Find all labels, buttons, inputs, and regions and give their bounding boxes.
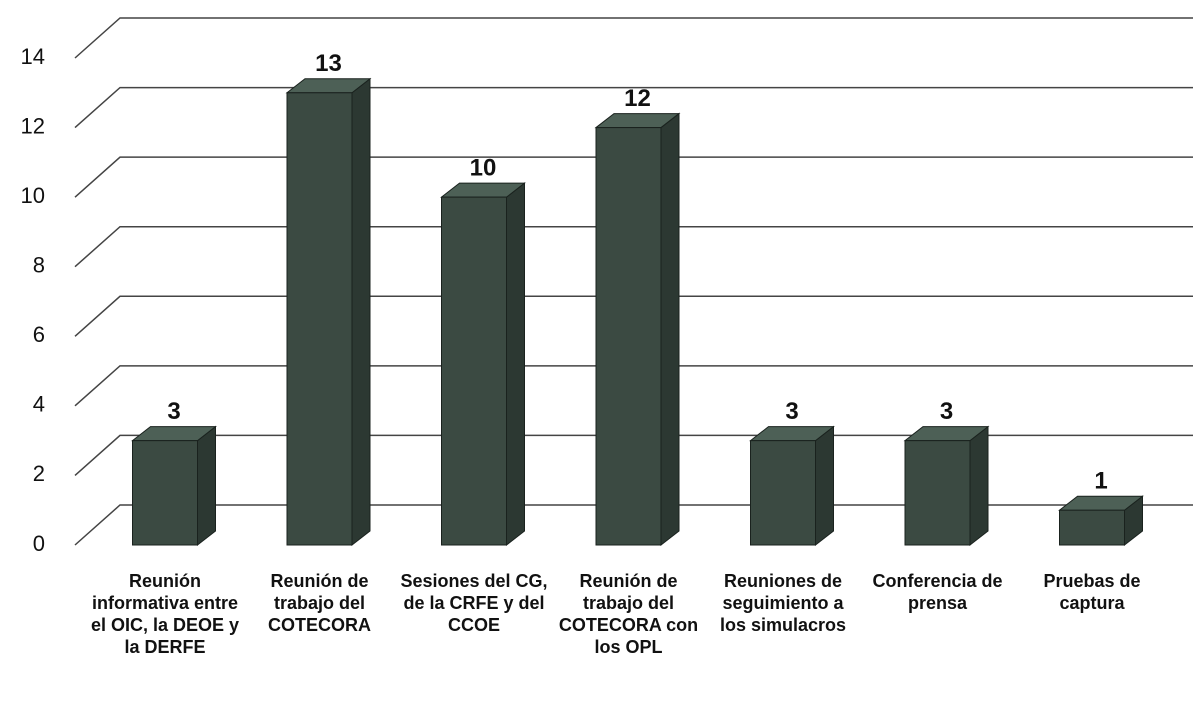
grid-line xyxy=(74,156,1193,198)
grid-line xyxy=(74,434,1193,476)
y-tick-label: 0 xyxy=(33,531,45,556)
bar-side xyxy=(660,112,680,547)
value-label: 13 xyxy=(315,50,342,77)
bar xyxy=(750,440,816,546)
value-label: 1 xyxy=(1094,468,1107,495)
bar xyxy=(1059,509,1125,546)
y-tick-label: 14 xyxy=(21,44,45,69)
bar-side xyxy=(197,425,216,547)
bar xyxy=(132,440,198,546)
grid-line xyxy=(74,86,1193,129)
value-label: 10 xyxy=(470,154,497,181)
grid-line xyxy=(74,17,1193,59)
bar xyxy=(286,92,353,546)
value-label: 12 xyxy=(624,85,651,112)
bar-side xyxy=(969,425,989,547)
y-tick-label: 12 xyxy=(21,113,45,138)
bar xyxy=(441,196,507,546)
value-label: 3 xyxy=(167,398,180,425)
value-label: 3 xyxy=(940,398,953,425)
value-label: 3 xyxy=(785,398,798,425)
grid-line xyxy=(74,225,1193,268)
x-tick-label: Reunión informativa entre el OIC, la DEO… xyxy=(90,571,240,657)
bar-side xyxy=(815,425,834,547)
x-tick-label: Reunión de trabajo del COTECORA xyxy=(268,571,371,635)
x-tick-label: Sesiones del CG, de la CRFE y del CCOE xyxy=(400,571,548,635)
bar-side xyxy=(506,182,525,547)
y-tick-label: 10 xyxy=(21,183,45,208)
x-tick-label: Conferencia de prensa xyxy=(872,571,1003,613)
bar xyxy=(904,440,971,546)
y-tick-label: 6 xyxy=(33,322,45,347)
grid-line xyxy=(74,365,1193,407)
y-tick-label: 2 xyxy=(33,461,45,486)
grid-line xyxy=(74,295,1193,337)
y-tick-label: 8 xyxy=(33,253,45,278)
grid-line xyxy=(74,504,1193,546)
bar-side xyxy=(351,77,371,547)
bar xyxy=(595,127,662,546)
x-tick-label: Reunión de trabajo del COTECORA con los … xyxy=(558,571,699,657)
y-tick-label: 4 xyxy=(33,392,45,417)
x-tick-label: Reuniones de seguimiento a los simulacro… xyxy=(719,571,847,635)
x-tick-label: Pruebas de captura xyxy=(1043,571,1141,613)
